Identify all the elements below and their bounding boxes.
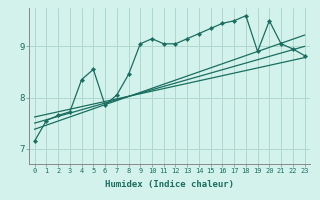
X-axis label: Humidex (Indice chaleur): Humidex (Indice chaleur) bbox=[105, 180, 234, 189]
